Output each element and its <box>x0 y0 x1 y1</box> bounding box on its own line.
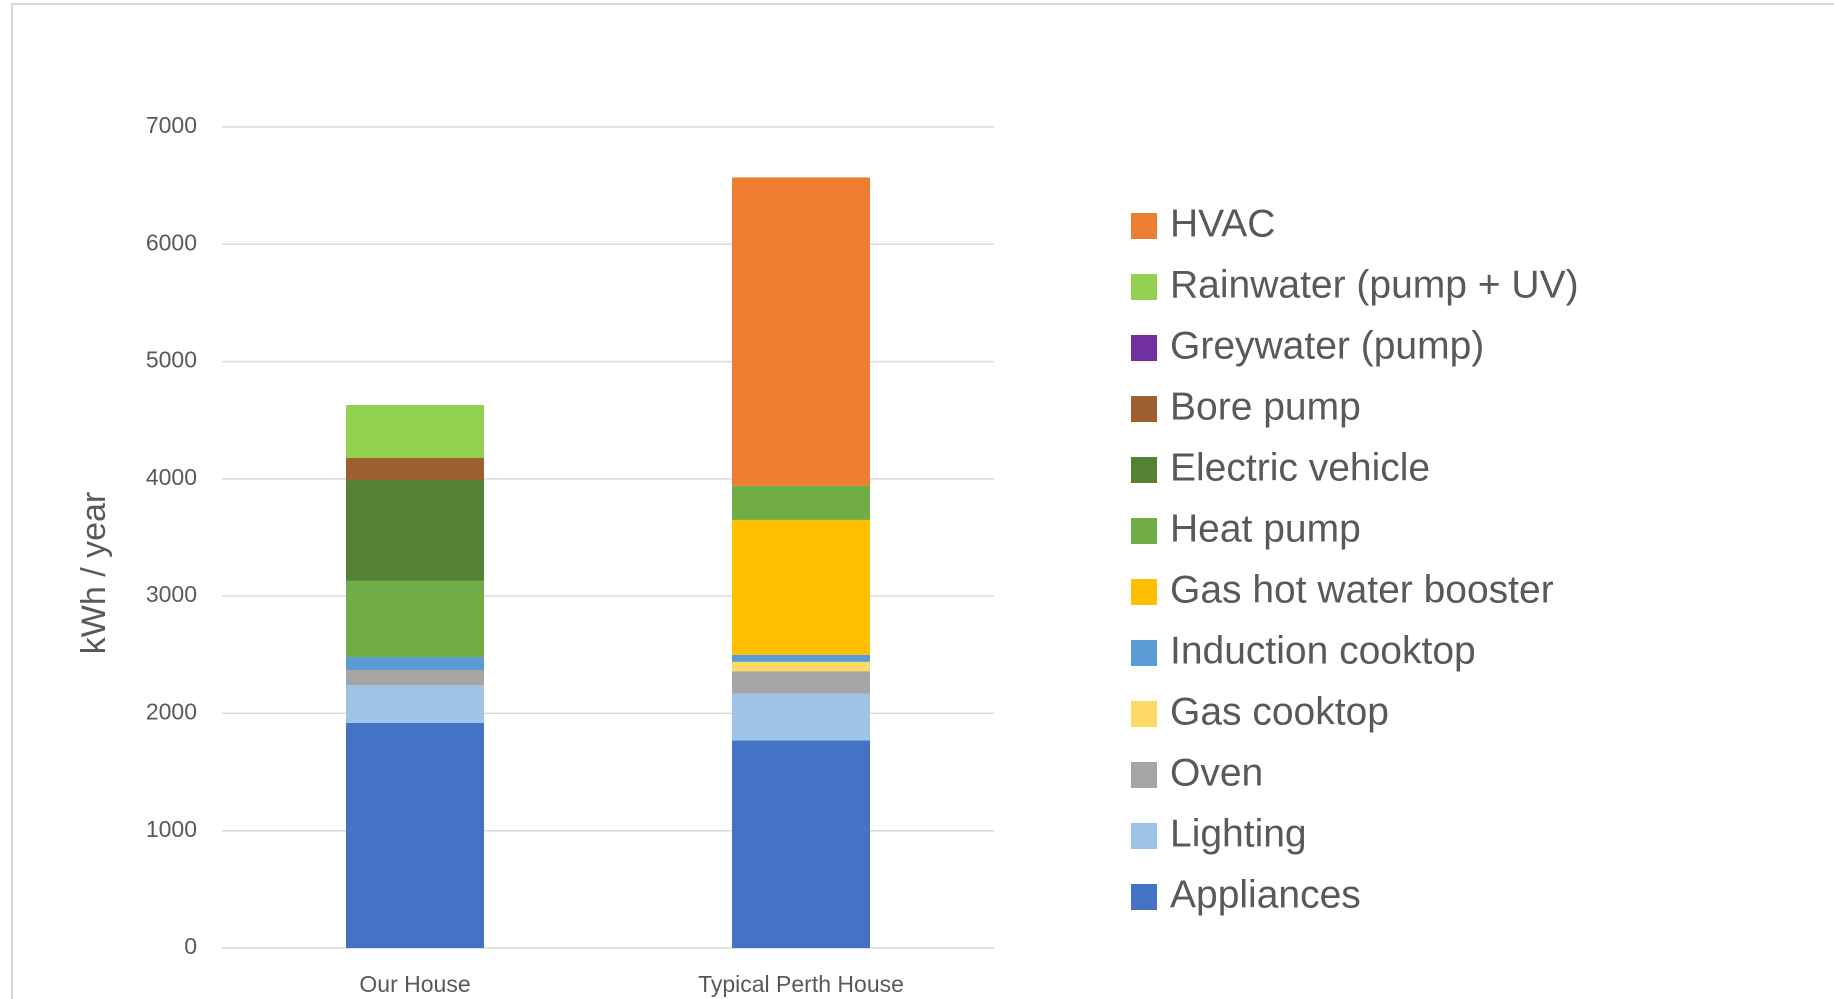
legend-label: Electric vehicle <box>1170 446 1430 489</box>
legend-swatch <box>1131 213 1157 239</box>
bar-segment <box>346 722 484 948</box>
legend-swatch <box>1131 640 1157 666</box>
bar-segment <box>346 580 484 658</box>
bar-segment <box>346 685 484 723</box>
legend-label: Induction cooktop <box>1170 629 1476 672</box>
legend-label: Gas cooktop <box>1170 690 1389 733</box>
y-tick-label: 4000 <box>146 464 197 490</box>
bar-segment <box>732 740 870 948</box>
legend-swatch <box>1131 701 1157 727</box>
y-tick-label: 3000 <box>146 581 197 607</box>
legend-label: Gas hot water booster <box>1170 568 1554 611</box>
legend-label: Bore pump <box>1170 385 1361 428</box>
legend-label: Greywater (pump) <box>1170 324 1484 367</box>
bar-segment <box>346 457 484 481</box>
legend-label: HVAC <box>1170 202 1275 245</box>
x-tick-label: Typical Perth House <box>698 971 904 997</box>
legend-label: Heat pump <box>1170 507 1361 550</box>
legend-swatch <box>1131 823 1157 849</box>
chart-frame <box>11 3 1834 999</box>
y-tick-label: 0 <box>184 933 197 959</box>
legend-swatch <box>1131 518 1157 544</box>
bar-segment <box>732 671 870 694</box>
bar-segment <box>732 693 870 741</box>
bar-segment <box>732 519 870 655</box>
legend-label: Appliances <box>1170 873 1361 916</box>
legend-swatch <box>1131 396 1157 422</box>
legend-label: Rainwater (pump + UV) <box>1170 263 1579 306</box>
bar-segment <box>346 480 484 581</box>
legend-swatch <box>1131 274 1157 300</box>
bar-segment <box>346 404 484 458</box>
y-tick-label: 7000 <box>146 112 197 138</box>
y-axis-title: kWh / year <box>75 492 113 654</box>
y-tick-label: 6000 <box>146 229 197 255</box>
bar-segment <box>732 485 870 520</box>
bar-segment <box>732 177 870 486</box>
bar-segment <box>346 670 484 686</box>
legend-label: Lighting <box>1170 812 1307 855</box>
y-tick-label: 5000 <box>146 347 197 373</box>
legend-swatch <box>1131 335 1157 361</box>
y-tick-label: 2000 <box>146 699 197 725</box>
bar-segment <box>346 657 484 671</box>
legend-label: Oven <box>1170 751 1263 794</box>
legend-swatch <box>1131 762 1157 788</box>
x-tick-label: Our House <box>359 971 470 997</box>
y-tick-label: 1000 <box>146 816 197 842</box>
legend-swatch <box>1131 579 1157 605</box>
bar-segment <box>732 654 870 662</box>
legend-swatch <box>1131 884 1157 910</box>
legend-swatch <box>1131 457 1157 483</box>
bar-segment <box>732 661 870 672</box>
